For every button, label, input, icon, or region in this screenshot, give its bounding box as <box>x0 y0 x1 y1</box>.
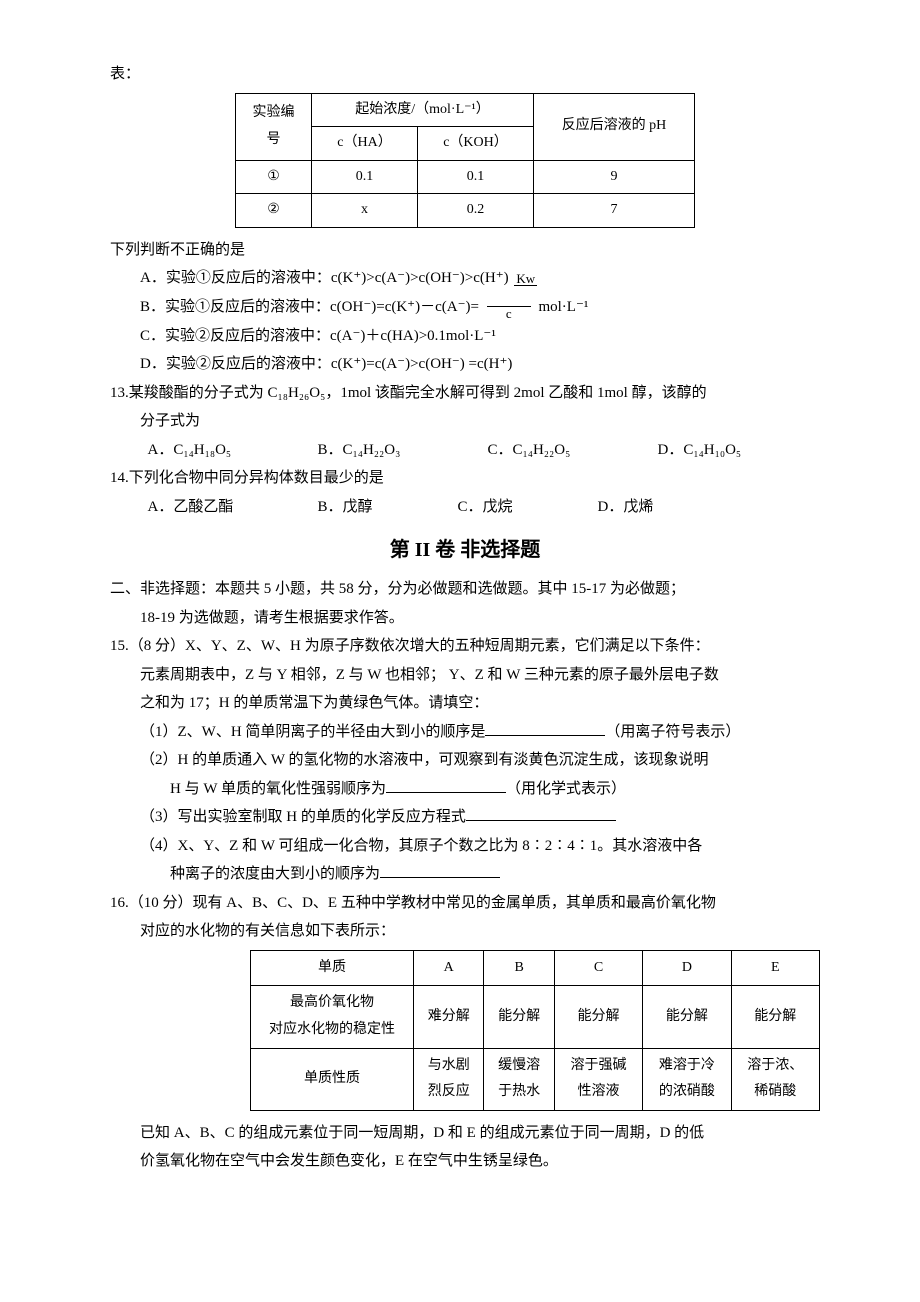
q12-stem: 下列判断不正确的是 <box>110 236 820 265</box>
table-intro: 表： <box>110 60 820 89</box>
part2-intro-2: 18-19 为选做题，请考生根据要求作答。 <box>110 604 820 633</box>
q15-p1: （1）Z、W、H 简单阴离子的半径由大到小的顺序是（用离子符号表示） <box>110 718 820 747</box>
q14-opt-c: C．戊烷 <box>458 493 598 522</box>
blank <box>380 862 500 878</box>
table-row: ② x 0.2 7 <box>236 194 695 228</box>
fraction-kw: Kw <box>514 272 537 286</box>
q15-l1: 15.（8 分）X、Y、Z、W、H 为原子序数依次增大的五种短周期元素，它们满足… <box>110 632 820 661</box>
th-ckoh: c（KOH） <box>418 127 534 161</box>
q12-opt-d: D．实验②反应后的溶液中：c(K⁺)=c(A⁻)>c(OH⁻) =c(H⁺) <box>110 350 820 379</box>
th-exp-no: 实验编号 <box>236 93 312 160</box>
q12-opt-a: A．实验①反应后的溶液中：c(K⁺)>c(A⁻)>c(OH⁻)>c(H⁺) Kw <box>110 264 820 293</box>
fraction-blank: c <box>487 293 531 322</box>
th-ph: 反应后溶液的 pH <box>534 93 695 160</box>
q15-p2b: H 与 W 单质的氧化性强弱顺序为（用化学式表示） <box>110 775 820 804</box>
q13-opt-d: D．C₁₄H₁₀O₅ <box>658 436 808 465</box>
q13-stem-2: 分子式为 <box>110 407 820 436</box>
blank <box>485 720 605 736</box>
q16-l1: 16.（10 分）现有 A、B、C、D、E 五种中学教材中常见的金属单质，其单质… <box>110 889 820 918</box>
q15-l2: 元素周期表中，Z 与 Y 相邻，Z 与 W 也相邻； Y、Z 和 W 三种元素的… <box>110 661 820 690</box>
table-row: 最高价氧化物 对应水化物的稳定性 难分解 能分解 能分解 能分解 能分解 <box>251 986 820 1048</box>
q15-p3: （3）写出实验室制取 H 的单质的化学反应方程式 <box>110 803 820 832</box>
q14-opt-b: B．戊醇 <box>318 493 458 522</box>
th-conc: 起始浓度/（mol·L⁻¹） <box>312 93 534 127</box>
q13-opt-a: A．C₁₄H₁₈O₅ <box>148 436 318 465</box>
table-experiment: 实验编号 起始浓度/（mol·L⁻¹） 反应后溶液的 pH c（HA） c（KO… <box>235 93 695 228</box>
blank <box>386 777 506 793</box>
q14-opt-a: A．乙酸乙酯 <box>148 493 318 522</box>
q15-p4a: （4）X、Y、Z 和 W 可组成一化合物，其原子个数之比为 8∶2∶4∶1。其水… <box>110 832 820 861</box>
section-2-title: 第 II 卷 非选择题 <box>110 531 820 569</box>
q16-tail-2: 价氢氧化物在空气中会发生颜色变化，E 在空气中生锈呈绿色。 <box>110 1147 820 1176</box>
q15-p4b: 种离子的浓度由大到小的顺序为 <box>110 860 820 889</box>
blank <box>466 805 616 821</box>
table-row: 单质性质 与水剧 烈反应 缓慢溶 于热水 溶于强碱 性溶液 难溶于冷 的浓硝酸 … <box>251 1048 820 1110</box>
q14-options: A．乙酸乙酯 B．戊醇 C．戊烷 D．戊烯 <box>110 493 820 522</box>
th-cha: c（HA） <box>312 127 418 161</box>
q13-stem-1: 13.某羧酸酯的分子式为 C₁₈H₂₆O₅，1mol 该酯完全水解可得到 2mo… <box>110 379 820 408</box>
q13-options: A．C₁₄H₁₈O₅ B．C₁₄H₂₂O₃ C．C₁₄H₂₂O₅ D．C₁₄H₁… <box>110 436 820 465</box>
q15-p2a: （2）H 的单质通入 W 的氢化物的水溶液中，可观察到有淡黄色沉淀生成，该现象说… <box>110 746 820 775</box>
table-metals: 单质 A B C D E 最高价氧化物 对应水化物的稳定性 难分解 能分解 能分… <box>250 950 820 1111</box>
q16-tail-1: 已知 A、B、C 的组成元素位于同一短周期，D 和 E 的组成元素位于同一周期，… <box>110 1119 820 1148</box>
q14-stem: 14.下列化合物中同分异构体数目最少的是 <box>110 464 820 493</box>
q15-l3: 之和为 17；H 的单质常温下为黄绿色气体。请填空： <box>110 689 820 718</box>
q12-opt-c: C．实验②反应后的溶液中：c(A⁻)＋c(HA)>0.1mol·L⁻¹ <box>110 322 820 351</box>
q13-opt-b: B．C₁₄H₂₂O₃ <box>318 436 488 465</box>
table-row: ① 0.1 0.1 9 <box>236 160 695 194</box>
q16-l2: 对应的水化物的有关信息如下表所示： <box>110 917 820 946</box>
part2-intro-1: 二、非选择题：本题共 5 小题，共 58 分，分为必做题和选做题。其中 15-1… <box>110 575 820 604</box>
table-row: 单质 A B C D E <box>251 950 820 986</box>
q12-opt-b: B．实验①反应后的溶液中：c(OH⁻)=c(K⁺)－c(A⁻)= c mol·L… <box>110 293 820 322</box>
q14-opt-d: D．戊烯 <box>598 493 738 522</box>
q13-opt-c: C．C₁₄H₂₂O₅ <box>488 436 658 465</box>
